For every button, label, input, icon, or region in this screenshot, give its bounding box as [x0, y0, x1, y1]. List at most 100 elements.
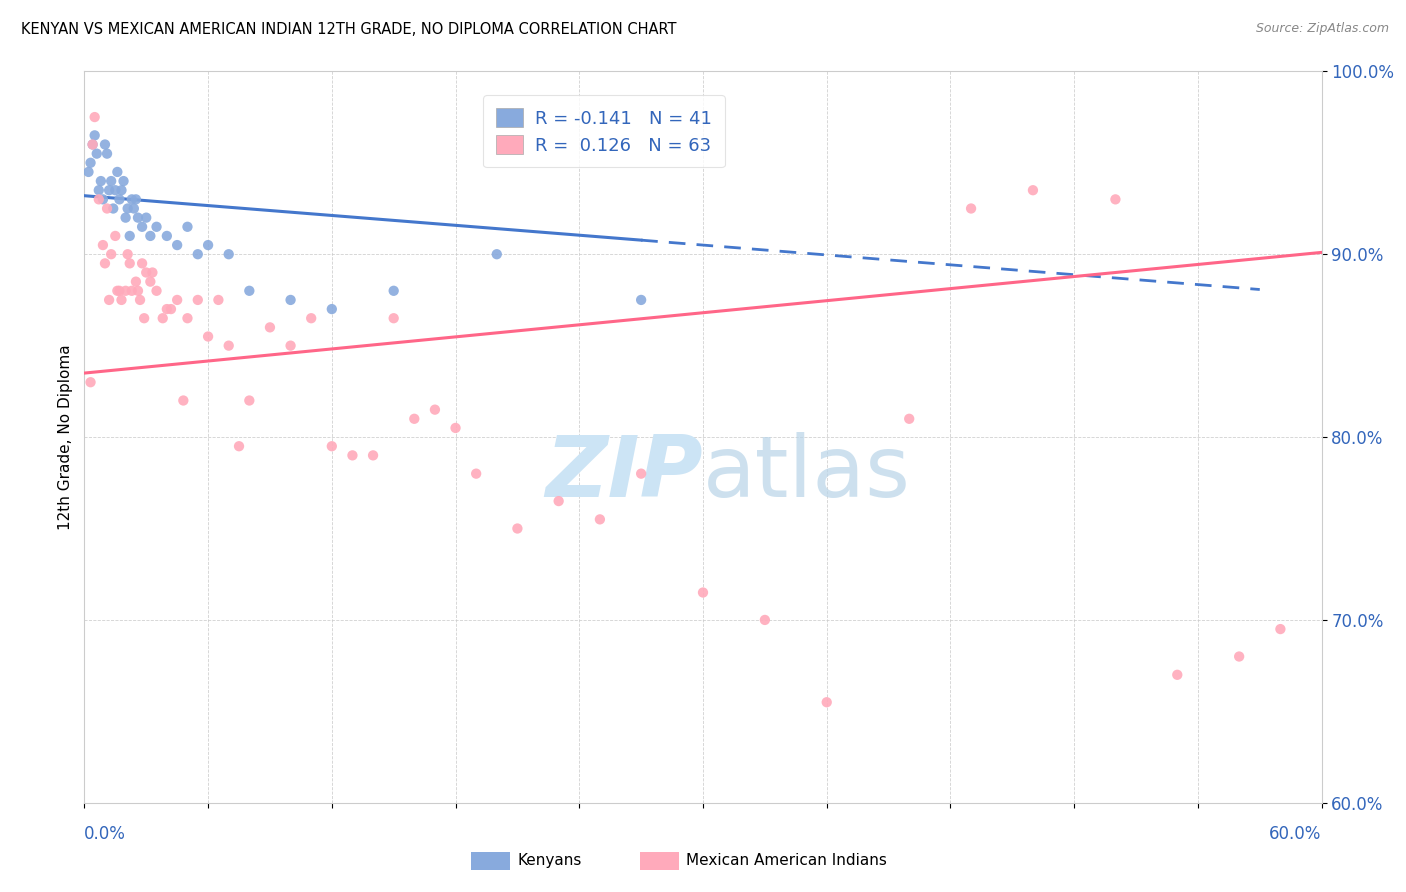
- Point: [156, 301, 179, 317]
- Point: [197, 329, 219, 343]
- Point: [112, 174, 135, 188]
- Point: [131, 219, 153, 234]
- Point: [259, 320, 281, 334]
- Point: [321, 301, 343, 317]
- Point: [141, 266, 163, 280]
- Point: [166, 238, 188, 252]
- Point: [91, 193, 114, 207]
- Point: [122, 202, 145, 216]
- Point: [1166, 667, 1188, 681]
- Point: [96, 202, 118, 216]
- Point: [176, 219, 198, 234]
- Point: [218, 339, 240, 353]
- Point: [98, 293, 121, 307]
- Point: [145, 219, 167, 234]
- Point: [692, 585, 714, 599]
- Point: [1104, 193, 1126, 207]
- Point: [172, 393, 194, 408]
- Point: [117, 247, 139, 261]
- Point: [87, 193, 110, 207]
- Text: Source: ZipAtlas.com: Source: ZipAtlas.com: [1256, 22, 1389, 36]
- Text: atlas: atlas: [703, 432, 911, 516]
- Point: [104, 228, 127, 243]
- Point: [145, 284, 167, 298]
- Point: [506, 521, 529, 535]
- Point: [280, 339, 302, 353]
- Point: [444, 421, 467, 435]
- Point: [404, 412, 426, 426]
- Point: [125, 193, 148, 207]
- Point: [105, 284, 128, 298]
- Point: [127, 284, 149, 298]
- Point: [423, 402, 446, 417]
- Point: [187, 293, 209, 307]
- Point: [114, 284, 136, 298]
- Point: [382, 284, 405, 298]
- Text: 60.0%: 60.0%: [1270, 825, 1322, 843]
- Point: [754, 613, 776, 627]
- Point: [79, 155, 101, 169]
- Point: [96, 146, 118, 161]
- Point: [129, 293, 152, 307]
- Point: [121, 284, 143, 298]
- Point: [898, 412, 921, 426]
- Point: [82, 137, 104, 152]
- Point: [117, 202, 139, 216]
- Point: [118, 228, 141, 243]
- Point: [166, 293, 188, 307]
- Point: [105, 165, 128, 179]
- Point: [382, 311, 405, 326]
- Point: [100, 247, 122, 261]
- Y-axis label: 12th Grade, No Diploma: 12th Grade, No Diploma: [58, 344, 73, 530]
- Point: [207, 293, 229, 307]
- Point: [160, 301, 183, 317]
- Point: [1270, 622, 1292, 636]
- Legend: R = -0.141   N = 41, R =  0.126   N = 63: R = -0.141 N = 41, R = 0.126 N = 63: [484, 95, 725, 168]
- Point: [86, 146, 108, 161]
- Point: [79, 375, 101, 389]
- Point: [589, 512, 612, 526]
- Point: [218, 247, 240, 261]
- Point: [1022, 183, 1045, 197]
- Point: [176, 311, 198, 326]
- Point: [110, 293, 132, 307]
- Point: [321, 439, 343, 453]
- Point: [90, 174, 112, 188]
- Point: [83, 110, 105, 124]
- Text: Mexican American Indians: Mexican American Indians: [686, 854, 887, 868]
- Point: [83, 128, 105, 143]
- Point: [114, 211, 136, 225]
- Point: [91, 238, 114, 252]
- Text: 0.0%: 0.0%: [84, 825, 127, 843]
- Point: [630, 293, 652, 307]
- Point: [815, 695, 838, 709]
- Point: [103, 202, 125, 216]
- Point: [238, 393, 260, 408]
- Point: [94, 137, 117, 152]
- Point: [121, 193, 143, 207]
- Point: [361, 448, 384, 462]
- Text: Kenyans: Kenyans: [517, 854, 582, 868]
- Point: [104, 183, 127, 197]
- Point: [342, 448, 364, 462]
- Point: [134, 311, 156, 326]
- Point: [118, 256, 141, 270]
- Point: [485, 247, 508, 261]
- Point: [110, 183, 132, 197]
- Point: [98, 183, 121, 197]
- Point: [960, 202, 983, 216]
- Point: [630, 467, 652, 481]
- Text: KENYAN VS MEXICAN AMERICAN INDIAN 12TH GRADE, NO DIPLOMA CORRELATION CHART: KENYAN VS MEXICAN AMERICAN INDIAN 12TH G…: [21, 22, 676, 37]
- Point: [465, 467, 488, 481]
- Point: [152, 311, 174, 326]
- Point: [280, 293, 302, 307]
- Point: [547, 494, 569, 508]
- Point: [125, 275, 148, 289]
- Point: [299, 311, 322, 326]
- Point: [82, 137, 104, 152]
- Point: [131, 256, 153, 270]
- Point: [156, 228, 179, 243]
- Point: [187, 247, 209, 261]
- Point: [135, 266, 157, 280]
- Point: [108, 284, 131, 298]
